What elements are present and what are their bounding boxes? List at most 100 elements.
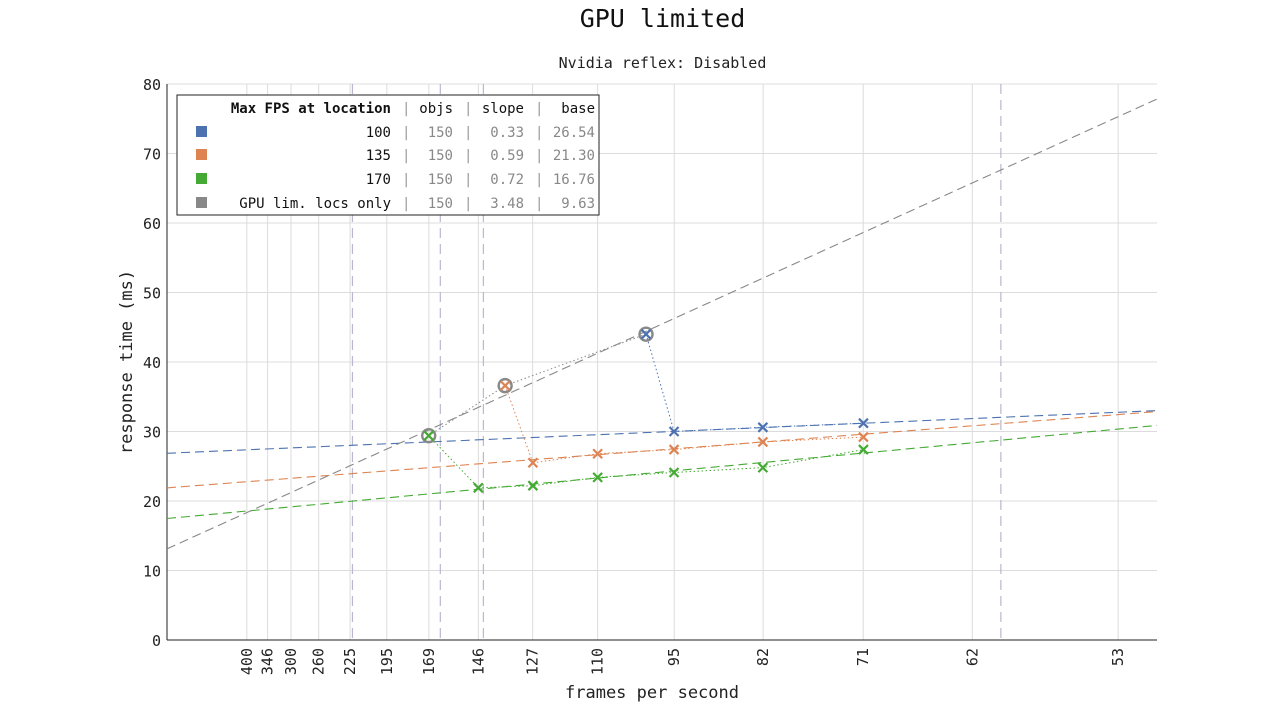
legend: Max FPS at location | objs | slope | base 100 | 1…	[176, 94, 600, 216]
x-tick-label: 127	[524, 648, 542, 675]
data-point	[473, 482, 484, 494]
x-marker-stroke	[592, 448, 603, 460]
data-point	[592, 472, 603, 483]
legend-swatch	[196, 149, 207, 160]
cross-series-connector	[645, 334, 675, 432]
legend-entry-name: 100	[366, 125, 391, 141]
data-point	[858, 444, 869, 455]
legend-separator: |	[402, 196, 410, 212]
data-point	[757, 462, 769, 473]
x-tick-label: 346	[259, 648, 277, 675]
legend-entry-slope: 3.48	[490, 196, 524, 212]
legend-separator: |	[464, 196, 472, 212]
legend-separator: |	[535, 148, 543, 164]
gpu-limited-point-cross	[423, 430, 434, 441]
y-axis-label: response time (ms)	[117, 270, 137, 454]
data-point	[858, 431, 869, 443]
legend-header-slope: slope	[482, 101, 524, 117]
legend-entry-base: 21.30	[553, 148, 595, 164]
legend-separator: |	[402, 101, 410, 117]
legend-header-name: Max FPS at location	[231, 101, 391, 117]
y-tick-label: 10	[143, 563, 161, 581]
legend-entry-base: 16.76	[553, 172, 595, 188]
legend-entry-name: 170	[366, 172, 391, 188]
fit-line-170	[167, 424, 1157, 520]
gpu-limited-point	[497, 377, 513, 394]
legend-entry-objs: 150	[428, 125, 453, 141]
x-marker-stroke	[668, 467, 680, 478]
legend-entry-objs: 150	[428, 172, 453, 188]
y-tick-label: 60	[143, 215, 161, 233]
y-tick-label: 70	[143, 146, 161, 164]
y-tick-label: 30	[143, 424, 161, 442]
cross-series-connector	[428, 435, 479, 489]
legend-entry-slope: 0.33	[490, 125, 524, 141]
x-marker-stroke	[592, 472, 603, 483]
x-marker-stroke	[858, 444, 869, 455]
legend-swatch	[196, 197, 207, 208]
x-marker-stroke	[668, 426, 680, 437]
x-tick-label: 82	[754, 648, 772, 666]
legend-entry-slope: 0.59	[490, 148, 524, 164]
x-marker-stroke	[757, 422, 769, 433]
legend-separator: |	[464, 125, 472, 141]
x-tick-label: 195	[378, 648, 396, 675]
x-tick-label: 95	[665, 648, 683, 666]
x-axis-label: frames per second	[565, 683, 739, 703]
legend-separator: |	[535, 125, 543, 141]
legend-swatch	[196, 126, 207, 137]
y-tick-label: 20	[143, 493, 161, 511]
x-tick-label: 53	[1109, 648, 1127, 666]
legend-entry-objs: 150	[428, 148, 453, 164]
x-marker-stroke	[858, 431, 869, 443]
x-marker-stroke	[527, 480, 539, 491]
x-marker-stroke	[757, 436, 769, 448]
legend-header-objs: objs	[419, 101, 453, 117]
gpu-limited-point-cross	[499, 380, 511, 391]
gpu-limited-point	[638, 326, 654, 342]
x-marker-stroke	[640, 328, 652, 340]
x-marker-stroke	[473, 482, 484, 494]
data-point	[668, 426, 680, 437]
data-point	[757, 422, 769, 433]
x-marker-stroke	[527, 457, 539, 469]
legend-separator: |	[535, 196, 543, 212]
fit-line-100	[167, 410, 1157, 454]
x-tick-label: 169	[420, 648, 438, 675]
legend-separator: |	[464, 101, 472, 117]
data-point	[527, 457, 539, 469]
legend-box	[176, 94, 600, 216]
legend-entry-name: 135	[366, 148, 391, 164]
legend-entry-base: 9.63	[561, 196, 595, 212]
chart-subtitle: Nvidia reflex: Disabled	[558, 54, 767, 72]
legend-entry-base: 26.54	[553, 125, 595, 141]
gpu-limited-point	[421, 427, 437, 444]
legend-separator: |	[464, 148, 472, 164]
legend-separator: |	[402, 125, 410, 141]
y-tick-label: 80	[143, 76, 161, 94]
x-marker-stroke	[499, 380, 511, 391]
y-tick-label: 50	[143, 285, 161, 303]
gpu-limited-point-cross	[640, 328, 652, 340]
data-point	[668, 444, 680, 455]
series-connector	[428, 333, 647, 437]
fit-line-135	[167, 411, 1157, 489]
legend-separator: |	[464, 172, 472, 188]
data-point	[668, 467, 680, 478]
data-point	[592, 448, 603, 460]
data-point	[858, 417, 869, 429]
legend-separator: |	[402, 172, 410, 188]
legend-separator: |	[402, 148, 410, 164]
x-tick-label: 400	[238, 648, 256, 675]
x-marker-stroke	[423, 430, 434, 441]
x-tick-label: 62	[963, 648, 981, 666]
x-tick-label: 146	[469, 648, 487, 675]
legend-separator: |	[535, 172, 543, 188]
x-tick-label: 300	[282, 648, 300, 675]
data-point	[757, 436, 769, 448]
x-tick-label: 110	[589, 648, 607, 675]
legend-header-base: base	[561, 101, 595, 117]
series-connector	[532, 436, 864, 464]
cross-series-connector	[504, 385, 534, 463]
